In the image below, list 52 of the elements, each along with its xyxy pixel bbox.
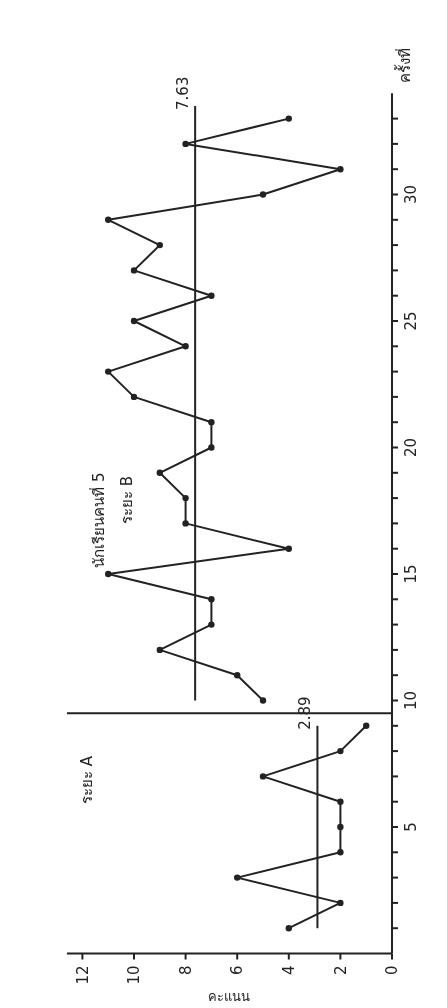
y-tick-label: 30 [402, 184, 420, 205]
point [156, 469, 163, 476]
annotation: ระยะ A [78, 755, 96, 805]
point [208, 419, 215, 426]
x-tick-label: 12 [73, 965, 92, 985]
point [208, 596, 215, 603]
point [285, 545, 292, 552]
point [234, 672, 241, 679]
annotation: 7.63 [174, 76, 193, 110]
point [182, 343, 189, 350]
x-tick-label: 8 [176, 965, 195, 976]
point [337, 747, 344, 755]
point [130, 267, 138, 274]
point [363, 722, 370, 729]
point [234, 874, 241, 881]
point [259, 191, 267, 198]
point [105, 368, 112, 375]
point [337, 849, 344, 856]
y-tick-label: 15 [402, 564, 420, 584]
point [337, 899, 344, 907]
y-tick-label: 20 [402, 437, 420, 458]
y-tick-label: 5 [402, 822, 420, 832]
annotation: ระยะ B [118, 475, 136, 525]
x-tick-label: 0 [383, 965, 402, 976]
point [156, 241, 163, 249]
x-tick-label: 6 [228, 965, 247, 976]
point [182, 520, 189, 527]
point [285, 925, 292, 932]
point [208, 292, 215, 299]
point [130, 317, 138, 325]
point [337, 166, 344, 173]
point [130, 393, 138, 401]
y-axis-title: ครั้งที่ [394, 48, 414, 84]
point [105, 216, 112, 223]
point [105, 570, 112, 578]
x-tick-label: 10 [125, 965, 144, 985]
point [285, 115, 292, 122]
point [182, 140, 189, 148]
x-tick-label: 2 [331, 965, 350, 976]
point [156, 646, 163, 654]
point [208, 444, 215, 451]
point [259, 697, 267, 704]
point [337, 798, 344, 805]
x-axis-title: คะแนน [208, 989, 251, 1004]
point [337, 823, 344, 831]
text: นักเรียนคนที่ 5 [88, 472, 108, 568]
point [182, 494, 189, 502]
point [259, 773, 267, 780]
x-tick-label: 4 [280, 965, 299, 976]
y-tick-label: 10 [402, 690, 420, 711]
y-tick-label: 25 [402, 311, 420, 331]
point [208, 621, 215, 628]
